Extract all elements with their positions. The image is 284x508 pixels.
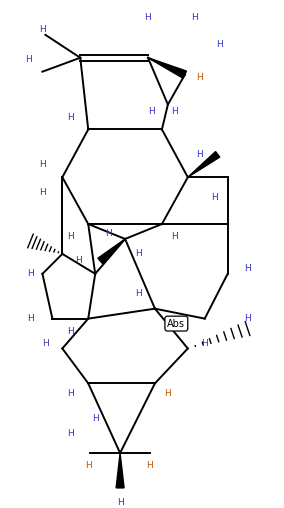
Text: H: H: [244, 314, 251, 323]
Text: H: H: [25, 55, 32, 64]
Text: H: H: [196, 73, 203, 82]
Text: H: H: [67, 233, 74, 241]
Text: H: H: [201, 339, 208, 348]
Text: H: H: [39, 187, 46, 197]
Text: H: H: [27, 269, 34, 278]
Text: H: H: [105, 230, 112, 238]
Text: H: H: [149, 107, 155, 116]
Text: H: H: [147, 461, 153, 470]
Text: H: H: [172, 107, 178, 116]
Text: H: H: [191, 13, 198, 22]
Text: H: H: [75, 257, 82, 265]
Text: H: H: [85, 461, 92, 470]
Text: H: H: [211, 193, 218, 202]
Polygon shape: [116, 453, 124, 488]
Text: H: H: [164, 389, 171, 398]
Text: H: H: [216, 40, 223, 49]
Polygon shape: [188, 151, 220, 177]
Text: H: H: [135, 289, 141, 298]
Text: H: H: [42, 339, 49, 348]
Text: H: H: [196, 150, 203, 159]
Text: H: H: [67, 327, 74, 336]
Text: H: H: [172, 233, 178, 241]
Text: H: H: [39, 160, 46, 169]
Text: H: H: [27, 314, 34, 323]
Text: Abs: Abs: [167, 319, 185, 329]
Text: H: H: [67, 429, 74, 437]
Text: H: H: [92, 414, 99, 423]
Polygon shape: [98, 239, 125, 264]
Text: H: H: [117, 498, 124, 507]
Text: H: H: [39, 25, 46, 35]
Text: H: H: [135, 249, 141, 259]
Text: H: H: [67, 113, 74, 122]
Text: H: H: [145, 13, 151, 22]
Text: H: H: [244, 264, 251, 273]
Polygon shape: [148, 58, 187, 78]
Text: H: H: [67, 389, 74, 398]
